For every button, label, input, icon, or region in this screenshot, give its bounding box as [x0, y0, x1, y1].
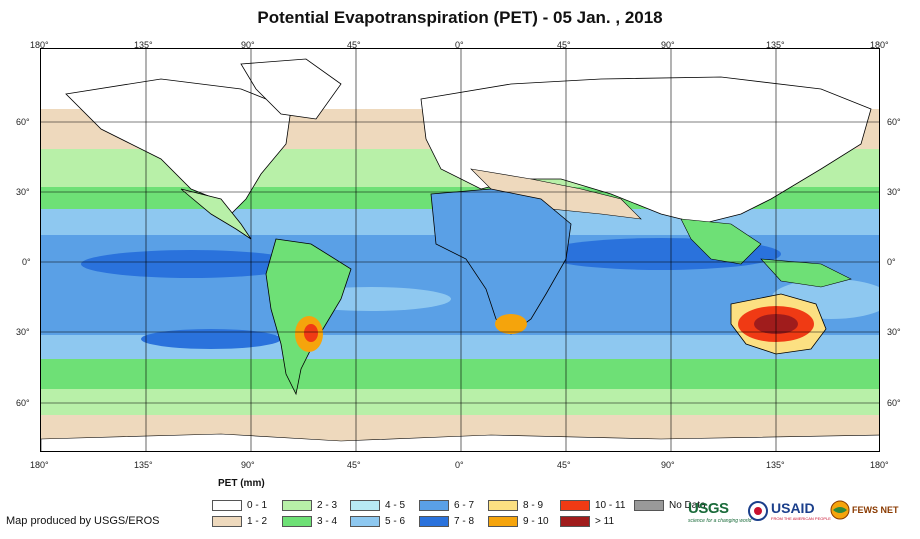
lon-tick-bottom: 180° — [870, 460, 889, 470]
lat-tick-left: 60° — [16, 398, 30, 408]
legend-swatch — [212, 516, 242, 527]
lon-tick-top: 45° — [347, 40, 361, 50]
lon-tick-bottom: 180° — [30, 460, 49, 470]
legend-item: 7 - 8 — [419, 516, 474, 527]
lon-tick-top: 135° — [134, 40, 153, 50]
usaid-logo: USAID FROM THE AMERICAN PEOPLE — [748, 500, 831, 521]
lon-tick-top: 180° — [30, 40, 49, 50]
landmass-antarctica — [41, 433, 879, 451]
lon-tick-bottom: 135° — [134, 460, 153, 470]
legend-item: 8 - 9 — [488, 500, 543, 511]
lon-tick-top: 90° — [661, 40, 675, 50]
legend-swatch — [560, 500, 590, 511]
legend-item: 5 - 6 — [350, 516, 405, 527]
fewsnet-logo: FEWS NET — [830, 500, 899, 520]
landmass-indonesia — [760, 258, 852, 288]
legend-item: No Data — [634, 500, 706, 511]
legend-swatch — [419, 516, 449, 527]
legend-label: 5 - 6 — [385, 516, 406, 527]
legend-label: 1 - 2 — [247, 516, 268, 527]
usaid-seal-icon — [748, 500, 768, 521]
legend-item: 2 - 3 — [282, 500, 337, 511]
usgs-logo: USGS science for a changing world — [688, 500, 751, 524]
fewsnet-globe-icon — [830, 500, 850, 520]
legend-label: 10 - 11 — [595, 500, 626, 511]
legend-swatch — [282, 516, 312, 527]
legend-label: 9 - 10 — [523, 516, 549, 527]
hotspot-southern-africa — [495, 314, 527, 334]
legend-label: 0 - 1 — [247, 500, 268, 511]
landmass-eurasia — [420, 76, 872, 225]
legend-swatch — [488, 516, 518, 527]
legend-swatch — [634, 500, 664, 511]
landmass-africa — [430, 188, 572, 335]
legend-label: 3 - 4 — [317, 516, 338, 527]
lon-tick-bottom: 90° — [241, 460, 255, 470]
legend-item: 4 - 5 — [350, 500, 405, 511]
legend-label: 2 - 3 — [317, 500, 338, 511]
legend-item: 0 - 1 — [212, 500, 267, 511]
lat-tick-right: 60° — [887, 398, 901, 408]
legend-swatch — [282, 500, 312, 511]
band-south-midlat — [41, 389, 879, 415]
lon-tick-bottom: 135° — [766, 460, 785, 470]
usaid-logo-text: USAID — [771, 500, 815, 516]
lat-tick-left: 60° — [16, 117, 30, 127]
lon-tick-bottom: 0° — [455, 460, 464, 470]
patch-pacific — [81, 250, 301, 278]
landmass-north-america — [65, 78, 292, 215]
legend-swatch — [212, 500, 242, 511]
lat-tick-right: 30° — [887, 187, 901, 197]
lon-tick-bottom: 90° — [661, 460, 675, 470]
legend-item: 3 - 4 — [282, 516, 337, 527]
lon-tick-top: 180° — [870, 40, 889, 50]
hotspot-south-america-core — [304, 324, 318, 342]
fewsnet-logo-text: FEWS NET — [852, 505, 899, 515]
map-frame — [40, 48, 880, 452]
legend-label: 8 - 9 — [523, 500, 544, 511]
legend-label: > 11 — [595, 516, 614, 527]
legend-item: 10 - 11 — [560, 500, 625, 511]
legend-swatch — [350, 516, 380, 527]
patch-south-pacific — [141, 329, 281, 349]
usgs-logo-text: USGS — [688, 500, 729, 517]
landmass-greenland — [240, 58, 342, 120]
legend-swatch — [560, 516, 590, 527]
lat-tick-left: 0° — [22, 257, 31, 267]
legend-swatch — [419, 500, 449, 511]
band-south-subtropic — [41, 359, 879, 389]
legend-item: 1 - 2 — [212, 516, 267, 527]
map-credit: Map produced by USGS/EROS — [6, 515, 160, 527]
lat-tick-left: 30° — [16, 187, 30, 197]
legend-item: 6 - 7 — [419, 500, 474, 511]
legend-swatch — [350, 500, 380, 511]
legend-item: 9 - 10 — [488, 516, 549, 527]
usgs-tagline: science for a changing world — [688, 518, 752, 524]
legend-swatch — [488, 500, 518, 511]
lon-tick-bottom: 45° — [557, 460, 571, 470]
legend-label: 4 - 5 — [385, 500, 406, 511]
lat-tick-left: 30° — [16, 327, 30, 337]
legend-title: PET (mm) — [218, 478, 265, 489]
lat-tick-right: 60° — [887, 117, 901, 127]
landmass-southeast-asia — [680, 218, 762, 265]
lon-tick-top: 135° — [766, 40, 785, 50]
graticule — [41, 49, 879, 451]
map-title: Potential Evapotranspiration (PET) - 05 … — [257, 8, 663, 27]
legend-label: No Data — [669, 500, 706, 511]
legend-label: 7 - 8 — [454, 516, 475, 527]
usaid-tagline: FROM THE AMERICAN PEOPLE — [771, 516, 831, 521]
lat-tick-right: 0° — [887, 257, 896, 267]
lat-tick-right: 30° — [887, 327, 901, 337]
lon-tick-bottom: 45° — [347, 460, 361, 470]
lon-tick-top: 0° — [455, 40, 464, 50]
legend-item: > 11 — [560, 516, 614, 527]
lon-tick-top: 90° — [241, 40, 255, 50]
pet-map — [41, 49, 879, 451]
legend-label: 6 - 7 — [454, 500, 475, 511]
lon-tick-top: 45° — [557, 40, 571, 50]
